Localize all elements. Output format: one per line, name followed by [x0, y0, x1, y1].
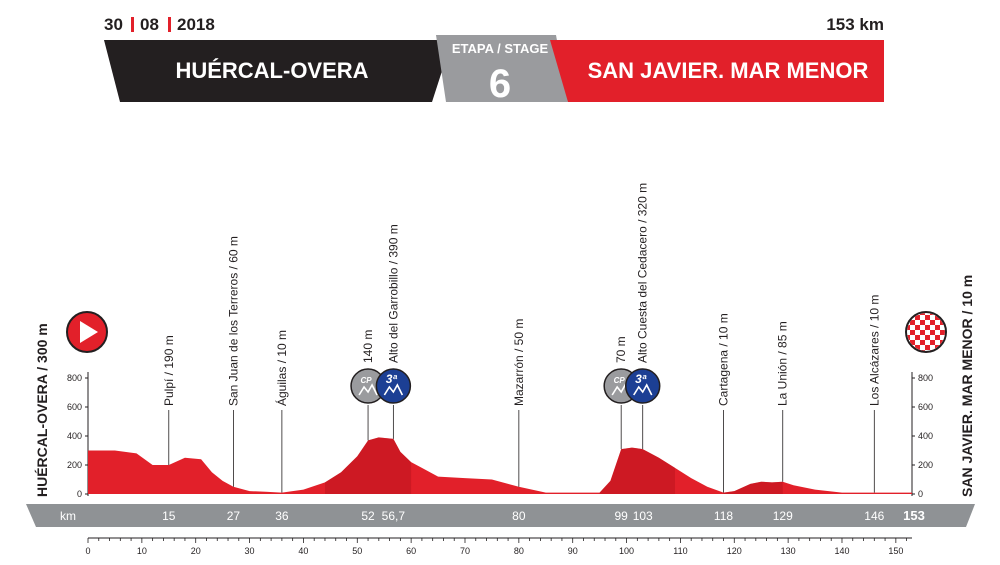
play-arrow-icon: [66, 311, 108, 353]
y-tick-label-left: 200: [67, 460, 82, 470]
y-axis-left: 0 200 400 600 800: [67, 372, 89, 499]
x-tick-label: 150: [888, 546, 903, 556]
y-tick-label-left: 800: [67, 373, 82, 383]
stage-date: 30 08 2018: [104, 15, 215, 34]
x-tick-label: 30: [245, 546, 255, 556]
y-tick-label-right: 0: [918, 489, 923, 499]
y-tick-label-right: 600: [918, 402, 933, 412]
km-marker-label: 15: [162, 509, 176, 523]
badge-label: 3ª: [386, 372, 398, 386]
km-marker-label: 80: [512, 509, 526, 523]
y-tick-label-right: 400: [918, 431, 933, 441]
waypoint-label: 140 m: [361, 330, 375, 363]
waypoint-markers: Pulpí / 190 m San Juan de los Terreros / …: [162, 183, 881, 493]
badge-label: CP: [614, 376, 626, 385]
km-bar: [26, 504, 975, 527]
waypoint-label: Los Alcázares / 10 m: [867, 295, 881, 406]
climb-shading: [324, 437, 412, 494]
stage-number: 6: [489, 62, 511, 106]
km-marker-labels: 15 27 36 52 56,7 80 99 103 118 129 146 153: [162, 508, 925, 523]
climb-shading: [599, 447, 676, 494]
waypoint-label: 70 m: [614, 336, 628, 363]
x-tick-label: 110: [673, 546, 687, 556]
waypoint-label: Alto del Garrobillo / 390 m: [386, 224, 400, 363]
waypoint-label: Pulpí / 190 m: [162, 335, 176, 406]
mountain-icon: [383, 383, 404, 396]
finish-city: SAN JAVIER. MAR MENOR: [588, 58, 869, 83]
checkered-flag-icon: [905, 311, 947, 353]
finish-vertical-label: SAN JAVIER. MAR MENOR / 10 m: [959, 275, 975, 497]
x-tick-label: 10: [137, 546, 147, 556]
x-tick-label: 60: [406, 546, 416, 556]
y-tick-label-left: 0: [77, 489, 82, 499]
climb-shading: [723, 481, 783, 494]
date-separator: [131, 17, 134, 32]
x-tick-label: 130: [781, 546, 796, 556]
stage-label: ETAPA / STAGE: [452, 41, 549, 56]
stage-distance: 153 km: [826, 15, 884, 34]
start-city: HUÉRCAL-OVERA: [175, 58, 368, 83]
mountain-icon: [633, 383, 653, 396]
badge-label: CP: [360, 376, 372, 385]
x-tick-label: 40: [298, 546, 308, 556]
x-tick-label: 0: [85, 546, 90, 556]
km-marker-label: 27: [227, 509, 241, 523]
x-axis: 0 10 20 30 40 50 60 70 80 90 100 110 120 130 140 150: [85, 537, 912, 556]
elevation-area: [88, 437, 912, 494]
x-tick-label: 140: [834, 546, 849, 556]
stage-header: 30 08 2018 153 km HUÉRCAL-OVERA ETAPA / …: [104, 15, 884, 106]
km-marker-label: 56,7: [382, 509, 406, 523]
km-marker-label: 36: [275, 509, 289, 523]
waypoint-label: La Unión / 85 m: [776, 321, 790, 406]
date-day: 30: [104, 15, 123, 34]
start-city-banner: [104, 40, 452, 102]
waypoint-label: Águilas / 10 m: [274, 330, 289, 406]
elevation-profile: [88, 437, 912, 494]
km-marker-label: 129: [773, 509, 793, 523]
date-month: 08: [140, 15, 159, 34]
mountain-icon: [358, 383, 378, 396]
waypoint-label: Alto Cuesta del Cedacero / 320 m: [636, 183, 650, 363]
x-tick-label: 80: [514, 546, 524, 556]
start-vertical-label: HUÉRCAL-OVERA / 300 m: [34, 323, 50, 497]
x-tick-label: 90: [568, 546, 578, 556]
km-marker-label: 146: [864, 509, 884, 523]
waypoint-label: Cartagena / 10 m: [717, 313, 731, 406]
y-tick-label-right: 800: [918, 373, 933, 383]
x-tick-label: 70: [460, 546, 470, 556]
badge-label: 3ª: [635, 372, 647, 386]
km-label: km: [60, 509, 76, 523]
waypoint-label: San Juan de los Terreros / 60 m: [226, 236, 240, 406]
y-axis-right: 0 200 400 600 800: [911, 372, 933, 499]
date-year: 2018: [177, 15, 215, 34]
y-tick-label-left: 600: [67, 402, 82, 412]
x-tick-label: 20: [191, 546, 201, 556]
x-tick-label: 120: [727, 546, 742, 556]
stage-number-box: [436, 35, 568, 102]
km-marker-label: 103: [633, 509, 653, 523]
x-tick-label: 50: [352, 546, 362, 556]
km-marker-label: 99: [614, 509, 628, 523]
finish-city-banner: [550, 40, 884, 102]
km-marker-label: 52: [361, 509, 375, 523]
km-marker-label: 118: [714, 509, 733, 523]
y-tick-label-left: 400: [67, 431, 82, 441]
date-separator: [168, 17, 171, 32]
waypoint-label: Mazarrón / 50 m: [512, 319, 526, 406]
km-marker-label: 153: [903, 508, 925, 523]
x-tick-label: 100: [619, 546, 634, 556]
y-tick-label-right: 200: [918, 460, 933, 470]
